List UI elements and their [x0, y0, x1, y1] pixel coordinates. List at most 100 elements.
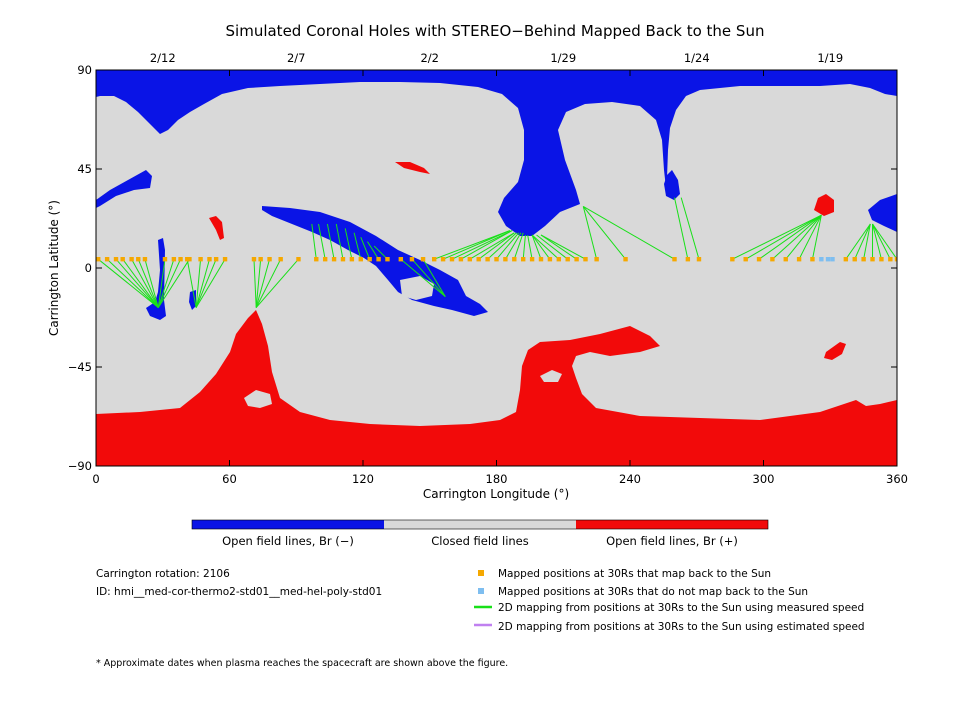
- mapping-line-30: [400, 258, 446, 297]
- y-tick-label-4: −90: [68, 459, 92, 473]
- mapping-line-47: [531, 234, 560, 260]
- mapping-line-29: [373, 245, 388, 260]
- colorbar-label-negative: Open field lines, Br (−): [222, 534, 354, 548]
- mapped-position-39: [485, 257, 490, 262]
- mapped-position-19: [278, 257, 283, 262]
- mapped-position-5: [136, 257, 141, 262]
- mapping-line-60: [785, 214, 822, 260]
- mapping-line-62: [811, 215, 822, 260]
- mapped-position-42: [512, 257, 517, 262]
- mapped-position-68: [888, 257, 893, 262]
- mapped-position-18: [267, 257, 272, 262]
- unmapped-position-1: [825, 257, 831, 262]
- mapped-position-64: [852, 257, 857, 262]
- mapped-position-11: [185, 257, 190, 262]
- mapped-position-32: [420, 257, 426, 262]
- y-axis-label: Carrington Latitude (°): [47, 200, 61, 336]
- closed-island-south-70: [244, 390, 272, 408]
- mapping-line-35: [451, 230, 513, 260]
- mapped-position-60: [783, 257, 788, 262]
- mapped-position-8: [171, 257, 177, 262]
- unmapped-position-0: [819, 257, 824, 262]
- mapping-line-39: [487, 232, 517, 260]
- carrington-rotation: Carrington rotation: 2106: [96, 568, 230, 580]
- x-tick-label-5: 300: [753, 472, 775, 486]
- mapped-position-46: [547, 257, 553, 262]
- mapping-line-68: [872, 223, 891, 260]
- legend-marker-mapped: [478, 570, 484, 576]
- colorbar-label-positive: Open field lines, Br (+): [606, 534, 738, 548]
- top-date-1: 2/7: [287, 51, 306, 65]
- mapped-position-22: [322, 257, 328, 262]
- mapped-position-20: [296, 257, 301, 262]
- mapped-position-58: [756, 257, 762, 262]
- mapping-line-1: [106, 258, 159, 308]
- mapped-position-35: [449, 257, 455, 262]
- mapping-line-2: [115, 258, 159, 308]
- mapping-line-52: [582, 206, 626, 260]
- mapped-position-69: [894, 257, 897, 262]
- mapping-line-11: [186, 259, 197, 308]
- mapped-position-57: [743, 257, 748, 262]
- mapping-line-25: [344, 228, 353, 260]
- mapped-position-27: [367, 257, 372, 262]
- mapped-position-44: [529, 257, 535, 262]
- mapped-position-4: [129, 257, 134, 262]
- mapped-position-34: [440, 257, 446, 262]
- mapped-position-59: [770, 257, 775, 262]
- mapping-line-43: [522, 234, 526, 260]
- mapping-line-13: [195, 259, 210, 308]
- mapped-position-23: [331, 257, 337, 262]
- mapped-position-17: [258, 257, 263, 262]
- mapped-position-21: [314, 257, 319, 262]
- mapping-line-12: [195, 259, 202, 308]
- colorbar-segment-positive: [576, 520, 768, 529]
- y-tick-label-0: 90: [77, 63, 92, 77]
- legend-label-estimated: 2D mapping from positions at 30Rs to the…: [498, 621, 865, 633]
- mapping-line-18: [255, 259, 271, 308]
- x-tick-label-0: 0: [92, 472, 99, 486]
- mapping-line-51: [582, 206, 598, 260]
- mapped-position-26: [358, 257, 363, 262]
- x-tick-label-3: 180: [486, 472, 508, 486]
- mapping-line-17: [255, 259, 262, 308]
- y-tick-label-1: 45: [77, 162, 92, 176]
- mapping-line-48: [536, 234, 569, 260]
- mapped-positions: [96, 257, 897, 262]
- y-tick-label-2: 0: [85, 261, 92, 275]
- mapped-position-49: [574, 257, 579, 262]
- mapping-line-6: [144, 259, 159, 308]
- mapping-line-32: [422, 258, 446, 297]
- legend-label-not-mapped: Mapped positions at 30Rs that do not map…: [498, 586, 808, 598]
- mapped-position-61: [796, 257, 802, 262]
- mapping-line-20: [255, 258, 299, 308]
- mapped-position-16: [251, 257, 257, 262]
- model-id: ID: hmi__med-cor-thermo2-std01__med-hel-…: [96, 586, 382, 598]
- top-date-0: 2/12: [150, 51, 176, 65]
- mapped-position-50: [583, 257, 588, 262]
- mapped-position-25: [349, 257, 355, 262]
- mapping-line-54: [674, 197, 689, 260]
- top-date-5: 1/19: [817, 51, 843, 65]
- closed-island-equatorial: [400, 276, 434, 300]
- mapped-position-14: [213, 257, 219, 262]
- mapping-line-41: [504, 232, 522, 260]
- mapping-line-56: [732, 214, 822, 260]
- mapped-position-24: [340, 257, 346, 262]
- mapping-line-9: [157, 258, 182, 308]
- mapped-position-56: [730, 257, 735, 262]
- mapped-position-51: [594, 257, 599, 262]
- mapped-position-62: [810, 257, 815, 262]
- mapping-line-61: [798, 214, 822, 260]
- closed-island-south-200: [540, 370, 562, 382]
- coronal-hole-pos-north-328: [814, 194, 834, 216]
- mapped-position-41: [503, 257, 508, 262]
- mapping-line-46: [531, 234, 551, 260]
- y-axis-ticks: 90 45 0 −45 −90: [68, 63, 897, 473]
- y-tick-label-3: −45: [68, 360, 92, 374]
- south-polar-coronal-hole: [96, 310, 897, 466]
- mapped-position-38: [476, 257, 481, 262]
- colorbar-frame: [191, 519, 769, 530]
- mapped-position-7: [162, 257, 168, 262]
